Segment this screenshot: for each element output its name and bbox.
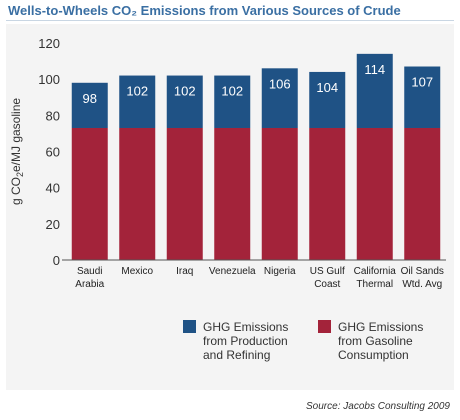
bar-total-label: 104: [316, 80, 338, 95]
chart-title: Wells-to-Wheels CO₂ Emissions from Vario…: [8, 3, 401, 18]
bar-consumption: [356, 127, 393, 260]
bar-production: [404, 66, 441, 128]
y-tick-label: 60: [46, 145, 60, 160]
x-tick-label: Saudi: [77, 266, 103, 277]
x-tick-label: Venezuela: [209, 266, 256, 277]
legend-label: and Refining: [203, 348, 270, 362]
y-tick-label: 120: [38, 36, 60, 51]
bar-total-label: 102: [174, 84, 196, 99]
bar-production: [309, 71, 346, 128]
y-tick-label: 100: [38, 72, 60, 87]
bar-consumption: [309, 127, 346, 260]
legend-label: GHG Emissions: [203, 320, 288, 334]
x-tick-label: Nigeria: [264, 266, 296, 277]
bar-production: [119, 75, 156, 128]
bar-consumption: [71, 127, 108, 260]
chart-area: 0 20 40 60 80 100 120 g CO2e/MJ gasoline 98 Saudi…: [9, 36, 446, 362]
bar-total-label: 102: [221, 84, 243, 99]
title-divider: [6, 20, 454, 21]
x-tick-label: Oil Sands: [401, 266, 444, 277]
legend-swatch: [318, 320, 331, 333]
bar-production: [166, 75, 203, 128]
bar-consumption: [166, 127, 203, 260]
y-tick-label: 20: [46, 217, 60, 232]
bar-consumption: [214, 127, 251, 260]
bar-consumption: [261, 127, 298, 260]
x-tick-label: Coast: [314, 279, 340, 290]
legend-label: GHG Emissions: [338, 320, 423, 334]
y-tick-label: 80: [46, 108, 60, 123]
legend-label: from Gasoline: [338, 334, 413, 348]
x-tick-label: Mexico: [121, 266, 153, 277]
y-tick-label: 0: [53, 253, 60, 268]
bar-total-label: 107: [411, 75, 433, 90]
bar-total-label: 114: [364, 62, 385, 77]
x-tick-label: California: [354, 266, 397, 277]
bar-production: [71, 82, 108, 128]
legend-swatch: [183, 320, 196, 333]
bar-total-label: 102: [126, 84, 148, 99]
bar-total-label: 98: [83, 91, 97, 106]
x-tick-label: Wtd. Avg: [402, 279, 442, 290]
x-tick-label: Arabia: [75, 279, 104, 290]
bar-consumption: [404, 127, 441, 260]
bar-consumption: [119, 127, 156, 260]
bar-production: [261, 68, 298, 128]
legend-label: from Production: [203, 334, 288, 348]
x-tick-label: US Gulf: [310, 266, 345, 277]
bar-total-label: 106: [269, 76, 291, 91]
x-tick-label: Iraq: [176, 266, 193, 277]
legend-label: Consumption: [338, 348, 409, 362]
y-tick-label: 40: [46, 181, 60, 196]
bar-production: [356, 53, 393, 128]
y-axis-label: g CO2e/MJ gasoline: [9, 98, 25, 205]
source-note: Source: Jacobs Consulting 2009: [306, 401, 450, 412]
x-tick-label: Thermal: [356, 279, 393, 290]
bar-production: [214, 75, 251, 128]
